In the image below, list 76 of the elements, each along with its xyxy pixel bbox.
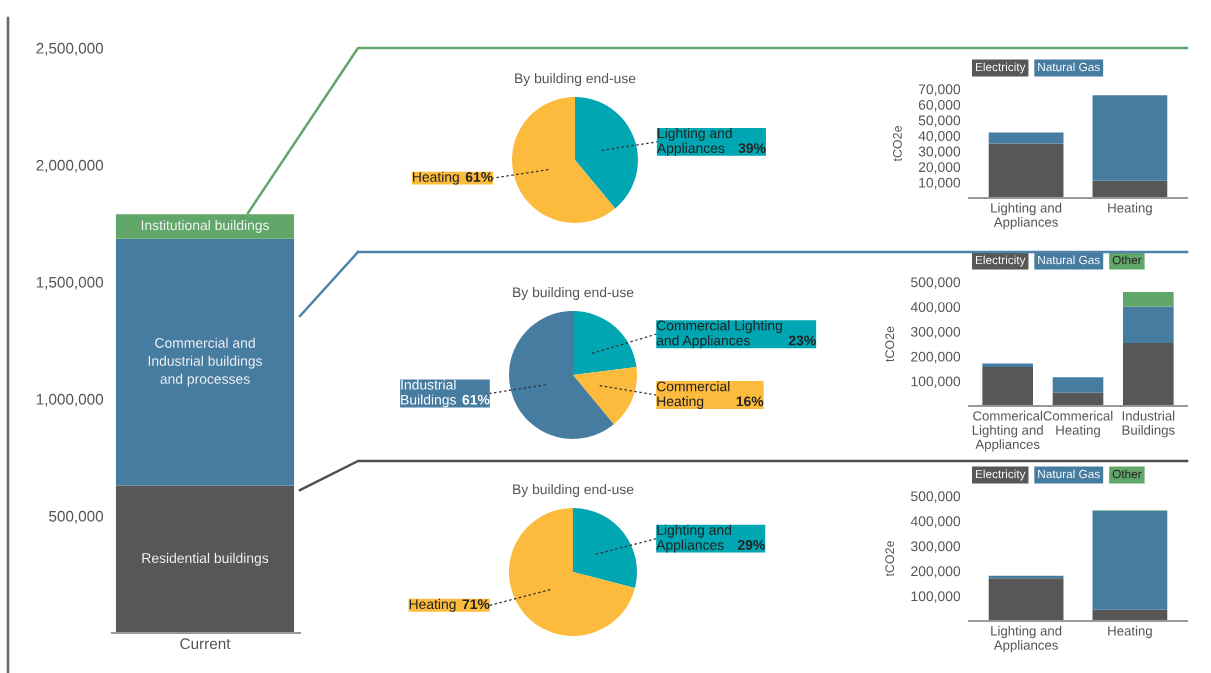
text: Natural Gas bbox=[1038, 255, 1100, 265]
text: Electricity bbox=[975, 469, 1026, 481]
chart-title: By building end-use bbox=[515, 73, 636, 86]
y-tick-label: 500,000 bbox=[911, 491, 961, 503]
bar bbox=[1092, 180, 1168, 198]
x-tick-label: Current bbox=[180, 638, 231, 650]
text: Electricity bbox=[975, 62, 1026, 74]
pie-slice bbox=[512, 97, 616, 223]
text: Natural Gas bbox=[1038, 62, 1100, 72]
y-tick-label: 2,500,000 bbox=[36, 42, 104, 56]
slice-label: Lighting and Appliances bbox=[656, 127, 732, 156]
slice-label: Commercial Heating bbox=[656, 381, 730, 409]
text: Other bbox=[1112, 469, 1142, 479]
y-axis-title: tCO2e bbox=[885, 326, 895, 362]
slice-label: Industrial Buildings bbox=[401, 379, 456, 408]
data-label: 39% bbox=[738, 143, 766, 154]
bar bbox=[988, 143, 1064, 198]
chart-title: By building end-use bbox=[513, 484, 634, 497]
slice-label: Heating bbox=[413, 171, 459, 185]
text: Other bbox=[1112, 255, 1142, 265]
y-tick-label: 500,000 bbox=[49, 510, 104, 524]
y-axis-title: tCO2e bbox=[892, 125, 902, 162]
bar bbox=[1123, 306, 1174, 344]
series-label: Institutional buildings bbox=[141, 219, 269, 233]
bar bbox=[982, 367, 1033, 406]
data-label: 29% bbox=[737, 540, 765, 550]
data-label: 61% bbox=[462, 394, 490, 405]
y-tick-label: 100,000 bbox=[911, 591, 961, 603]
x-tick-label: Commerical Lighting and Appliances bbox=[972, 410, 1043, 452]
data-label: 71% bbox=[462, 599, 490, 610]
y-tick-label: 300,000 bbox=[911, 326, 961, 339]
y-tick-label: 500,000 bbox=[911, 277, 961, 289]
series-label: Commercial and Industrial buildings and processes bbox=[148, 337, 263, 387]
data-label: 16% bbox=[736, 396, 764, 407]
series-label: Residential buildings bbox=[142, 552, 269, 566]
y-tick-label: 400,000 bbox=[910, 302, 961, 314]
slice-label: Lighting and Appliances bbox=[656, 524, 731, 553]
y-tick-label: 20,000 bbox=[918, 162, 961, 174]
bar bbox=[1123, 343, 1174, 406]
bar bbox=[988, 132, 1064, 144]
y-axis-title: tCO2e bbox=[885, 540, 895, 577]
pie-slice bbox=[573, 508, 637, 588]
text: Natural Gas bbox=[1038, 469, 1100, 479]
pie-slice bbox=[575, 97, 638, 209]
y-tick-label: 400,000 bbox=[910, 516, 961, 528]
y-tick-label: 300,000 bbox=[911, 541, 961, 553]
y-tick-label: 1,000,000 bbox=[36, 393, 104, 407]
y-tick-label: 2,000,000 bbox=[36, 159, 104, 173]
y-tick-label: 200,000 bbox=[911, 566, 961, 578]
y-tick-label: 40,000 bbox=[918, 131, 961, 143]
data-label: 61% bbox=[465, 172, 493, 182]
y-tick-label: 50,000 bbox=[918, 115, 961, 127]
y-tick-label: 1,500,000 bbox=[36, 276, 104, 290]
bar bbox=[1052, 392, 1104, 406]
y-tick-label: 10,000 bbox=[919, 177, 961, 190]
chart-title: By building end-use bbox=[513, 287, 634, 300]
x-tick-label: Industrial Buildings bbox=[1122, 410, 1175, 438]
pie-slice bbox=[509, 508, 635, 636]
bar bbox=[1123, 291, 1174, 307]
data-label: 23% bbox=[788, 335, 816, 346]
x-tick-label: Commerical Heating bbox=[1043, 410, 1113, 438]
y-tick-label: 30,000 bbox=[918, 146, 961, 159]
bar bbox=[115, 485, 295, 633]
pie-slice bbox=[573, 366, 637, 425]
slice-label: Heating bbox=[409, 598, 456, 612]
slice-label: Commercial Lighting and Appliances bbox=[656, 320, 782, 349]
pie-slice bbox=[573, 311, 637, 375]
x-tick-label: Lighting and Appliances bbox=[991, 625, 1062, 653]
pie-slice bbox=[509, 311, 614, 439]
y-tick-label: 60,000 bbox=[918, 99, 961, 112]
bar bbox=[988, 578, 1064, 621]
y-tick-label: 100,000 bbox=[911, 376, 961, 389]
y-tick-label: 70,000 bbox=[918, 84, 961, 96]
bar bbox=[1052, 377, 1104, 393]
y-tick-label: 200,000 bbox=[911, 351, 961, 364]
text: Electricity bbox=[975, 255, 1026, 267]
